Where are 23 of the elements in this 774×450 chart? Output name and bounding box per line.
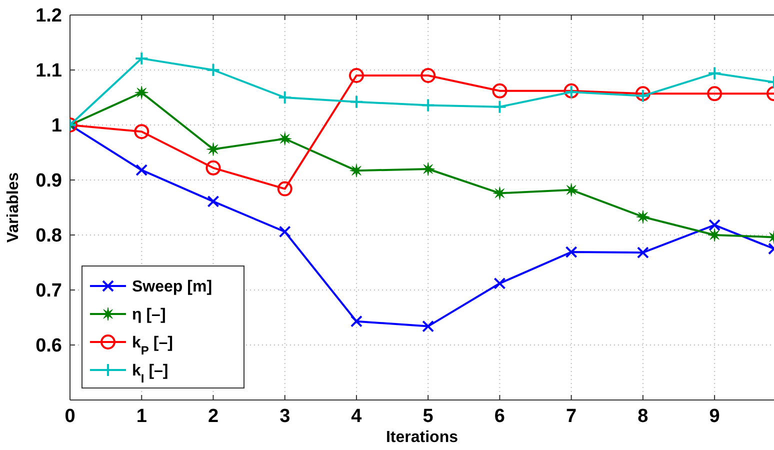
legend-label: k$_{P}$ [–]: [132, 334, 173, 358]
y-axis-title: Variables: [5, 172, 22, 243]
x-tick-label: 5: [422, 406, 434, 427]
y-tick-label: 0.9: [36, 170, 62, 192]
legend-label: k$_{I}$ [–]: [132, 362, 168, 386]
x-tick-label: 4: [351, 406, 362, 427]
x-tick-label: 6: [494, 406, 505, 427]
y-tick-label: 0.6: [36, 336, 62, 357]
x-axis-title: Iterations: [386, 429, 458, 446]
y-tick-label: 1: [51, 116, 62, 137]
x-tick-label: 8: [638, 406, 648, 427]
x-tick-label: 3: [280, 406, 290, 427]
x-tick-label: 2: [208, 406, 219, 427]
y-tick-label: 1.2: [36, 6, 62, 27]
y-tick-label: 0.8: [36, 226, 62, 247]
x-tick-label: 1: [136, 406, 148, 427]
legend-label: Sweep [m]: [132, 278, 212, 296]
legend-label: η [–]: [132, 306, 166, 324]
x-tick-label: 0: [64, 406, 76, 427]
x-tick-label: 7: [566, 406, 577, 427]
y-tick-label: 0.7: [36, 280, 62, 302]
y-tick-label: 1.1: [36, 60, 62, 82]
x-tick-label: 9: [709, 406, 720, 427]
